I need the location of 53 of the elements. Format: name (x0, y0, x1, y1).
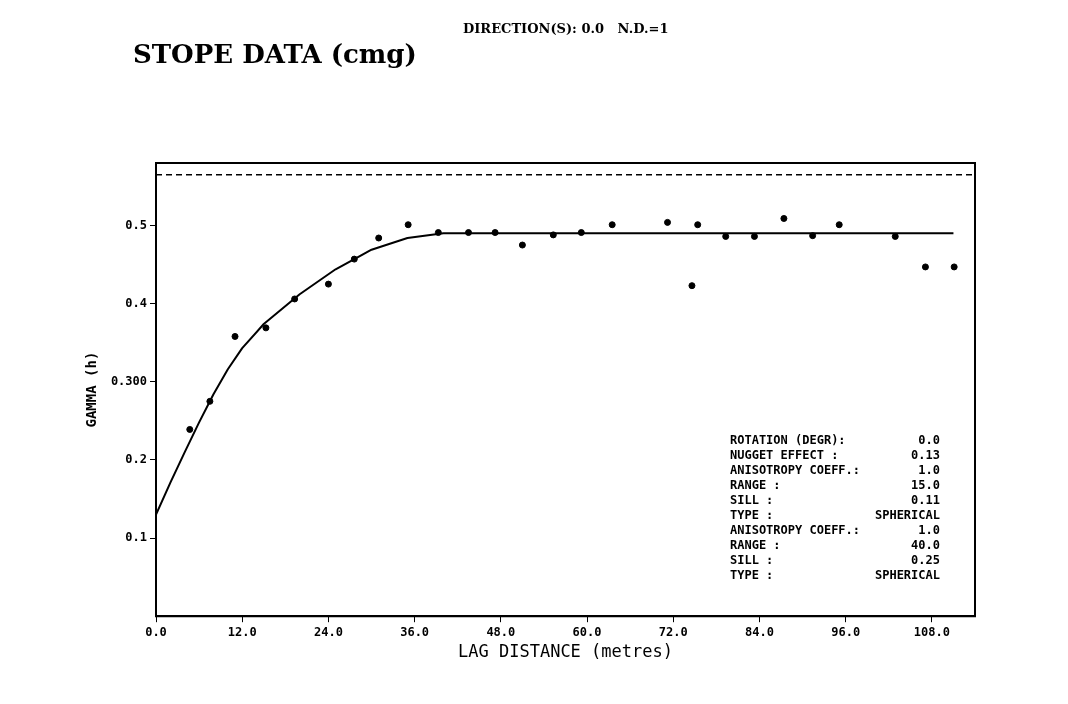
y-tick-label: 0.4 (125, 295, 147, 310)
text: SILL : 0.11 (730, 493, 940, 508)
y-axis-title: GAMMA (h) (83, 351, 100, 428)
point (664, 218, 672, 226)
y-tick-label: 0.5 (125, 217, 147, 232)
point (577, 229, 585, 237)
point (404, 221, 412, 229)
text: RANGE : 40.0 (730, 538, 940, 553)
point (186, 425, 194, 433)
point (434, 229, 442, 237)
text: RANGE : 15.0 (730, 478, 940, 493)
text: SILL : 0.25 (730, 553, 940, 568)
x-tick-label: 60.0 (572, 624, 602, 639)
point (491, 229, 499, 237)
chart-title: STOPE DATA (cmg) (133, 39, 417, 69)
x-tick-label: 48.0 (486, 624, 516, 639)
x-axis-title: LAG DISTANCE (metres) (458, 641, 673, 662)
text: ROTATION (DEGR): 0.0 (730, 433, 940, 448)
point (780, 214, 788, 222)
point (206, 397, 214, 405)
text: NUGGET EFFECT : 0.13 (730, 448, 940, 463)
point (231, 332, 239, 340)
point (375, 234, 383, 242)
text: ANISOTROPY COEFF.: 1.0 (730, 523, 940, 538)
point (835, 221, 843, 229)
x-tick-label: 108.0 (913, 624, 950, 639)
point (518, 241, 526, 249)
point (950, 263, 958, 271)
y-tick-label: 0.1 (125, 530, 147, 545)
point (809, 232, 817, 240)
point (262, 324, 270, 332)
y-tick-label: 0.2 (125, 452, 147, 467)
x-tick-label: 0.0 (145, 624, 167, 639)
point (350, 255, 358, 263)
point (688, 282, 696, 290)
x-tick-label: 24.0 (313, 624, 343, 639)
x-tick-label: 12.0 (227, 624, 257, 639)
point (324, 280, 332, 288)
x-tick-label: 84.0 (745, 624, 774, 639)
x-tick-label: 96.0 (831, 624, 861, 639)
x-tick-label: 36.0 (400, 624, 430, 639)
point (921, 263, 929, 271)
point (291, 295, 299, 303)
point (694, 221, 702, 229)
x-tick-label: 72.0 (658, 624, 688, 639)
text: ANISOTROPY COEFF.: 1.0 (730, 463, 940, 478)
text: TYPE : SPHERICAL (730, 568, 940, 583)
point (549, 231, 557, 239)
text: TYPE : SPHERICAL (730, 508, 940, 523)
point (465, 229, 473, 237)
chart-subtitle: DIRECTION(S): 0.0 N.D.=1 (463, 21, 669, 36)
y-tick-label: 0.300 (110, 373, 147, 388)
point (608, 221, 616, 229)
